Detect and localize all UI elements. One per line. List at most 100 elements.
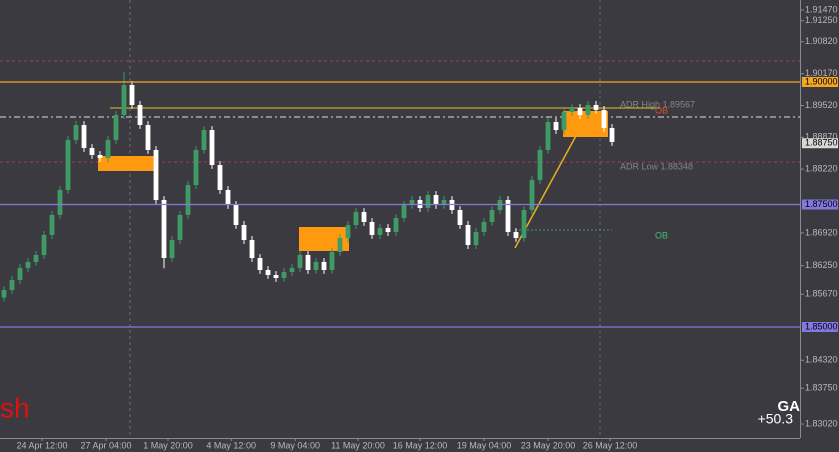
candle-body	[545, 121, 551, 151]
candle-body	[17, 268, 23, 281]
candle-body	[537, 150, 543, 180]
candle-body	[409, 199, 415, 205]
candle-body	[161, 199, 167, 259]
candle-body	[361, 211, 367, 222]
y-tick-label: 1.83020	[805, 418, 838, 428]
y-tick-label: 1.91470	[805, 4, 838, 14]
ob-label: OB	[655, 230, 668, 240]
candle-body	[481, 221, 487, 232]
candle-body	[65, 140, 71, 190]
candle-body	[265, 270, 271, 276]
y-tick-label: 1.91250	[805, 15, 838, 25]
candle-body	[193, 150, 199, 185]
level-label: 1.87500	[805, 199, 838, 209]
y-tick-label: 1.88870	[805, 132, 838, 142]
x-tick-label: 11 May 20:00	[331, 440, 385, 450]
candle-body	[113, 114, 119, 141]
x-tick-label: 1 May 20:00	[143, 440, 193, 450]
x-tick-label: 23 May 20:00	[521, 440, 576, 450]
candle-body	[553, 121, 559, 131]
candle-body	[561, 111, 567, 131]
y-tick-label: 1.83750	[805, 383, 838, 393]
candle-body	[353, 211, 359, 225]
candle-body	[313, 261, 319, 271]
candle-body	[281, 272, 287, 279]
candle-body	[217, 164, 223, 190]
candle-body	[289, 268, 295, 273]
candle-body	[145, 125, 151, 151]
candle-body	[369, 221, 375, 235]
candle-body	[457, 209, 463, 225]
candle-body	[585, 104, 591, 115]
candle-body	[201, 130, 207, 151]
level-label: 1.90000	[805, 76, 838, 86]
candle-body	[609, 127, 615, 142]
candle-body	[593, 104, 599, 110]
candle-body	[393, 218, 399, 232]
x-tick-label: 27 Apr 04:00	[80, 440, 131, 450]
candle-body	[257, 258, 263, 271]
y-tick-label: 1.90820	[805, 36, 838, 46]
candle-body	[81, 125, 87, 148]
candle-body	[25, 261, 31, 269]
candle-body	[169, 239, 175, 259]
candle-body	[225, 189, 231, 205]
candle-body	[377, 228, 383, 235]
candle-body	[41, 234, 47, 256]
candle-body	[273, 275, 279, 279]
candle-body	[177, 214, 183, 240]
candle-body	[209, 130, 215, 165]
y-tick-label: 1.86250	[805, 260, 838, 270]
candle-body	[401, 204, 407, 219]
candle-body	[97, 155, 103, 158]
candle-body	[153, 150, 159, 200]
candle-body	[601, 109, 607, 128]
y-tick-label: 1.84320	[805, 355, 838, 365]
y-tick-label: 1.90170	[805, 68, 838, 78]
y-tick-label: 1.86920	[805, 227, 838, 237]
x-tick-label: 16 May 12:00	[393, 440, 448, 450]
candle-body	[233, 204, 239, 225]
ga-value: +50.3	[758, 411, 794, 427]
candle-body	[425, 194, 431, 208]
candle-body	[297, 255, 303, 269]
ga-label: GA	[778, 398, 801, 415]
y-tick-label: 1.89520	[805, 100, 838, 110]
ob-box	[98, 156, 154, 171]
ob-box	[563, 111, 608, 137]
level-label: 1.88750	[805, 138, 838, 148]
candle-body	[513, 231, 519, 239]
x-tick-label: 24 Apr 12:00	[16, 440, 67, 450]
candle-body	[241, 224, 247, 240]
candle-body	[89, 147, 95, 156]
candle-body	[49, 214, 55, 235]
candle-body	[345, 224, 351, 239]
candle-body	[489, 209, 495, 222]
level-box	[802, 138, 838, 149]
candle-body	[433, 194, 439, 205]
candle-body	[1, 290, 7, 298]
candle-body	[529, 179, 535, 210]
adr-low-label: ADR Low 1.88348	[620, 161, 693, 171]
candle-body	[33, 255, 39, 262]
y-tick-label: 1.88220	[805, 164, 838, 174]
candle-body	[185, 184, 191, 215]
level-box	[802, 76, 838, 87]
candle-body	[137, 104, 143, 126]
candle-body	[57, 189, 63, 215]
level-label: 1.85000	[805, 321, 838, 331]
x-tick-label: 9 May 04:00	[270, 440, 320, 450]
candle-body	[129, 84, 135, 105]
candle-body	[577, 108, 583, 115]
candle-body	[521, 209, 527, 239]
signal-text: sh	[0, 392, 30, 423]
candle-body	[385, 228, 391, 232]
candle-body	[329, 251, 335, 271]
plot-area	[1, 72, 615, 302]
x-tick-label: 26 May 12:00	[583, 440, 638, 450]
candle-body	[249, 239, 255, 259]
level-box	[802, 322, 838, 333]
candle-body	[569, 108, 575, 112]
